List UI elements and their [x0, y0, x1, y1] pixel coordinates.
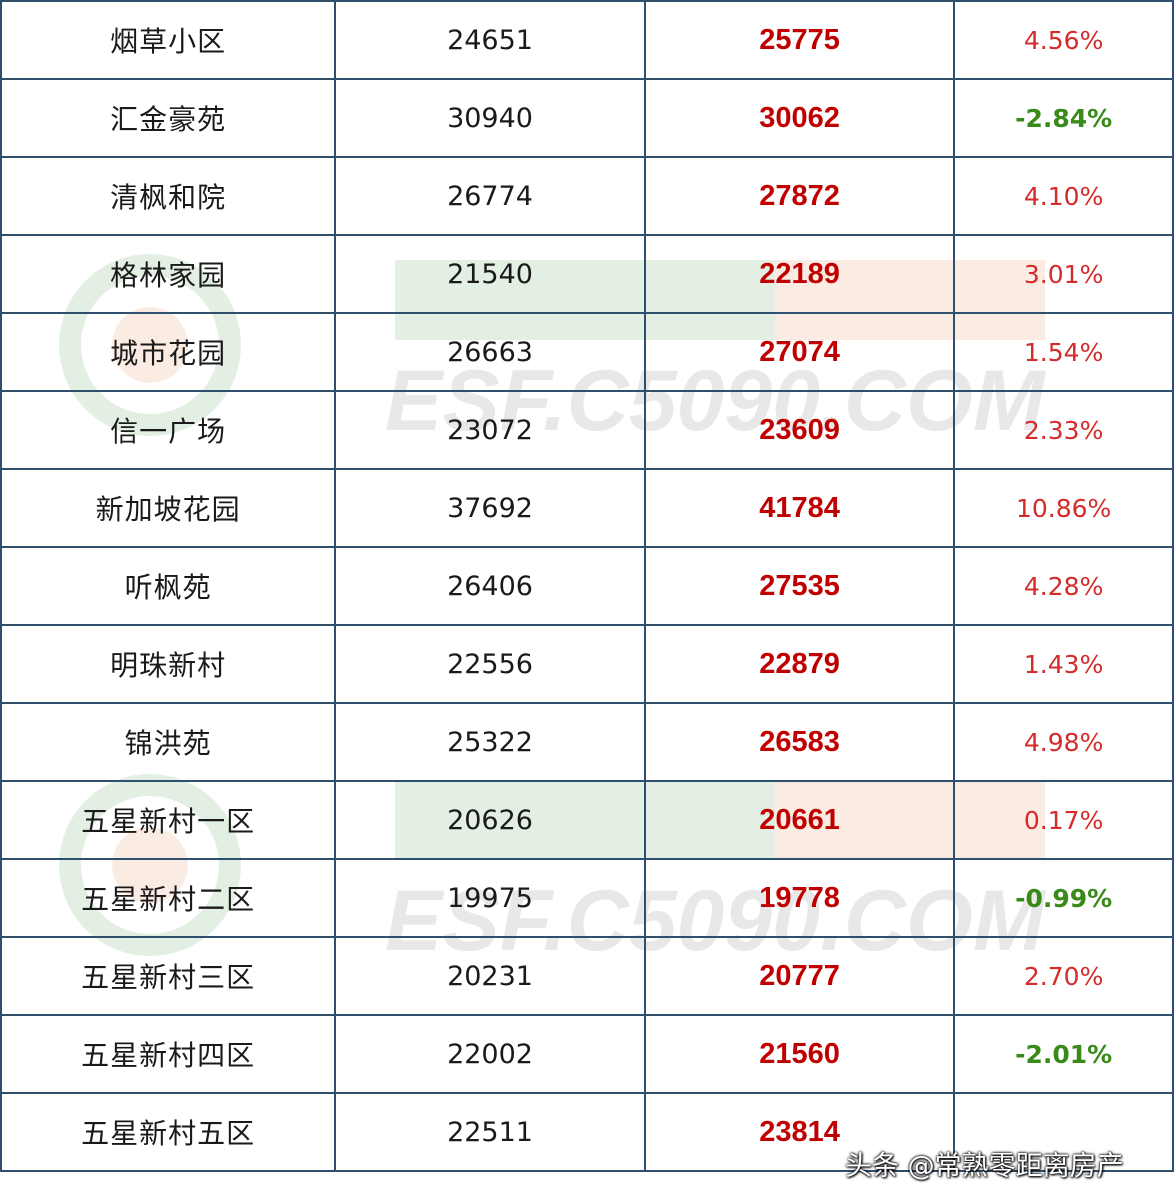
- price-change: 4.98%: [953, 702, 1174, 782]
- community-name: 五星新村五区: [0, 1092, 337, 1172]
- current-price: 20777: [643, 936, 956, 1016]
- current-price: 22189: [643, 234, 956, 314]
- community-name: 烟草小区: [0, 0, 337, 80]
- community-name: 五星新村二区: [0, 858, 337, 938]
- current-price: 27535: [643, 546, 956, 626]
- price-change: 4.56%: [953, 0, 1174, 80]
- current-price: 22879: [643, 624, 956, 704]
- community-name: 明珠新村: [0, 624, 337, 704]
- table-row: 五星新村三区 20231 20777 2.70%: [0, 936, 1174, 1016]
- table-row: 锦洪苑 25322 26583 4.98%: [0, 702, 1174, 782]
- previous-price: 26774: [334, 156, 646, 236]
- table-row: 听枫苑 26406 27535 4.28%: [0, 546, 1174, 626]
- table-row: 汇金豪苑 30940 30062 -2.84%: [0, 78, 1174, 158]
- price-change: -2.84%: [953, 78, 1174, 158]
- previous-price: 19975: [334, 858, 646, 938]
- community-name: 汇金豪苑: [0, 78, 337, 158]
- previous-price: 26406: [334, 546, 646, 626]
- community-name: 五星新村三区: [0, 936, 337, 1016]
- community-name: 格林家园: [0, 234, 337, 314]
- previous-price: 22002: [334, 1014, 646, 1094]
- current-price: 27074: [643, 312, 956, 392]
- table-row: 清枫和院 26774 27872 4.10%: [0, 156, 1174, 236]
- price-change: 3.01%: [953, 234, 1174, 314]
- current-price: 41784: [643, 468, 956, 548]
- price-change: -0.99%: [953, 858, 1174, 938]
- previous-price: 25322: [334, 702, 646, 782]
- community-name: 听枫苑: [0, 546, 337, 626]
- previous-price: 37692: [334, 468, 646, 548]
- community-name: 城市花园: [0, 312, 337, 392]
- community-name: 信一广场: [0, 390, 337, 470]
- price-change: [953, 1092, 1174, 1172]
- price-table: 烟草小区 24651 25775 4.56% 汇金豪苑 30940 30062 -2.84% 清…: [0, 0, 1174, 1172]
- table-row: 五星新村二区 19975 19778 -0.99%: [0, 858, 1174, 938]
- table-row: 五星新村五区 22511 23814: [0, 1092, 1174, 1172]
- price-change: 1.54%: [953, 312, 1174, 392]
- previous-price: 23072: [334, 390, 646, 470]
- current-price: 23814: [643, 1092, 956, 1172]
- previous-price: 24651: [334, 0, 646, 80]
- price-change: 4.10%: [953, 156, 1174, 236]
- price-change: 1.43%: [953, 624, 1174, 704]
- current-price: 30062: [643, 78, 956, 158]
- table-row: 五星新村一区 20626 20661 0.17%: [0, 780, 1174, 860]
- current-price: 26583: [643, 702, 956, 782]
- table-row: 城市花园 26663 27074 1.54%: [0, 312, 1174, 392]
- community-name: 锦洪苑: [0, 702, 337, 782]
- price-change: 10.86%: [953, 468, 1174, 548]
- price-change: -2.01%: [953, 1014, 1174, 1094]
- table-row: 格林家园 21540 22189 3.01%: [0, 234, 1174, 314]
- source-credit: 头条 @常熟零距离房产: [845, 1151, 1124, 1182]
- table-row: 五星新村四区 22002 21560 -2.01%: [0, 1014, 1174, 1094]
- previous-price: 21540: [334, 234, 646, 314]
- current-price: 19778: [643, 858, 956, 938]
- price-change: 2.33%: [953, 390, 1174, 470]
- current-price: 21560: [643, 1014, 956, 1094]
- current-price: 20661: [643, 780, 956, 860]
- table-row: 烟草小区 24651 25775 4.56%: [0, 0, 1174, 80]
- community-name: 五星新村一区: [0, 780, 337, 860]
- current-price: 25775: [643, 0, 956, 80]
- previous-price: 30940: [334, 78, 646, 158]
- table-row: 信一广场 23072 23609 2.33%: [0, 390, 1174, 470]
- previous-price: 26663: [334, 312, 646, 392]
- previous-price: 20231: [334, 936, 646, 1016]
- community-name: 五星新村四区: [0, 1014, 337, 1094]
- community-name: 清枫和院: [0, 156, 337, 236]
- price-change: 4.28%: [953, 546, 1174, 626]
- current-price: 23609: [643, 390, 956, 470]
- previous-price: 22556: [334, 624, 646, 704]
- table-row: 明珠新村 22556 22879 1.43%: [0, 624, 1174, 704]
- price-change: 2.70%: [953, 936, 1174, 1016]
- price-change: 0.17%: [953, 780, 1174, 860]
- table-row: 新加坡花园 37692 41784 10.86%: [0, 468, 1174, 548]
- current-price: 27872: [643, 156, 956, 236]
- previous-price: 22511: [334, 1092, 646, 1172]
- previous-price: 20626: [334, 780, 646, 860]
- community-name: 新加坡花园: [0, 468, 337, 548]
